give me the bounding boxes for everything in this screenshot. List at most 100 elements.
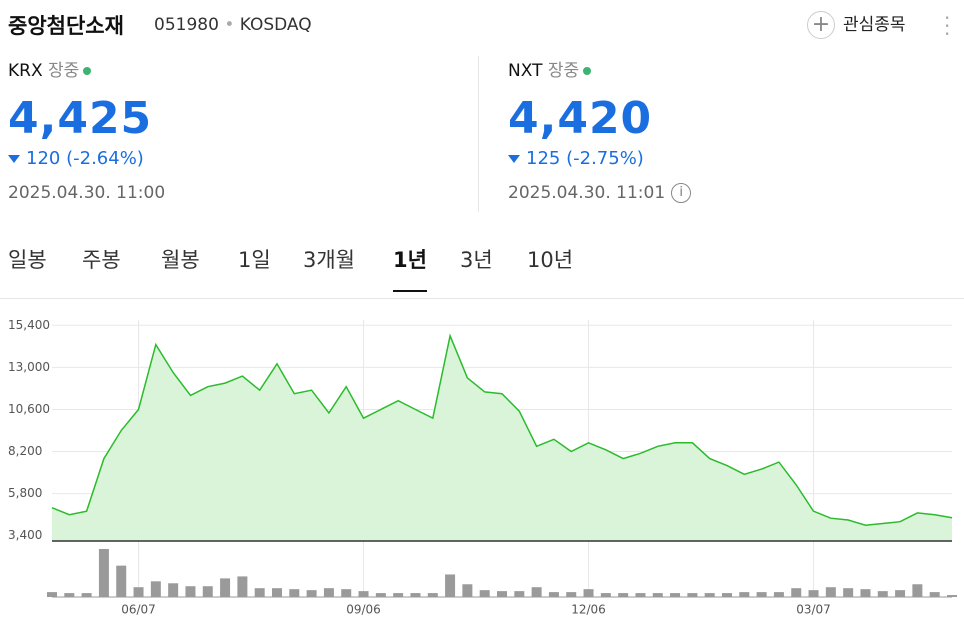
- x-tick-label: 03/07: [796, 603, 831, 617]
- volume-bar: [202, 586, 213, 597]
- y-tick-label: 3,400: [8, 528, 42, 542]
- time: 2025.04.30. 11:01: [508, 183, 666, 203]
- volume-bar: [583, 589, 594, 597]
- period-tab[interactable]: 일봉: [8, 248, 47, 272]
- volume-bar: [670, 593, 681, 597]
- volume-bar: [341, 589, 352, 597]
- volume-bar: [168, 583, 179, 597]
- change: 120: [26, 148, 61, 169]
- volume-bar: [445, 574, 456, 597]
- volume-bar: [462, 584, 473, 597]
- volume-bar: [150, 581, 161, 597]
- price: 4,425: [8, 93, 153, 144]
- volume-bar: [825, 587, 836, 597]
- change: 125: [526, 148, 561, 169]
- quote: NXT 장중 4,420 125 (-2.75%) 2025.04.30. 11:01…: [508, 56, 948, 216]
- volume-bar: [947, 595, 957, 597]
- volume-bar: [687, 593, 698, 597]
- period-tab[interactable]: 3년: [460, 248, 493, 272]
- period-tabs: 일봉 주봉 월봉 1일 3개월 1년 3년 10년: [0, 244, 964, 299]
- x-tick-label: 09/06: [346, 603, 381, 617]
- volume-bar: [514, 591, 525, 597]
- volume-bar: [912, 584, 923, 597]
- divider: [478, 56, 479, 212]
- venue-line: KRX 장중: [8, 56, 448, 81]
- venue: KRX: [8, 61, 43, 81]
- venue-line: NXT 장중: [508, 56, 948, 81]
- volume-bar: [81, 593, 92, 597]
- volume-bar: [704, 593, 715, 597]
- y-tick-label: 8,200: [8, 444, 42, 458]
- price: 4,420: [508, 93, 653, 144]
- time: 2025.04.30. 11:00: [8, 183, 166, 203]
- status-dot: [583, 67, 592, 75]
- volume-bar: [427, 593, 438, 597]
- volume-bar: [843, 588, 854, 597]
- time-line: 2025.04.30. 11:01 i: [508, 183, 948, 203]
- y-tick-label: 13,000: [8, 360, 50, 374]
- info-icon[interactable]: i: [671, 183, 692, 203]
- period-tab[interactable]: 3개월: [303, 248, 356, 272]
- volume-bar: [306, 590, 317, 597]
- change-line: 120 (-2.64%): [8, 148, 448, 169]
- volume-bar: [220, 578, 231, 597]
- change-line: 125 (-2.75%): [508, 148, 948, 169]
- volume-bar: [237, 576, 248, 597]
- y-tick-label: 15,400: [8, 318, 50, 332]
- stock-name: 중앙첨단소재: [8, 14, 124, 38]
- status-dot: [83, 67, 92, 75]
- down-icon: [508, 155, 520, 163]
- volume-bar: [860, 589, 871, 597]
- volume-bar: [791, 588, 802, 597]
- change-pct: (-2.64%): [66, 148, 144, 169]
- volume-bar: [929, 592, 940, 597]
- price-area: [52, 335, 952, 541]
- volume-bar: [64, 593, 75, 597]
- down-icon: [8, 155, 20, 163]
- volume-bar: [739, 592, 750, 597]
- volume-bar: [722, 593, 732, 597]
- volume-bar: [323, 588, 334, 597]
- y-tick-label: 5,800: [8, 486, 42, 500]
- volume-bar: [497, 591, 507, 597]
- y-tick-label: 10,600: [8, 402, 50, 416]
- volume-bar: [756, 592, 767, 597]
- volume-bar: [393, 593, 404, 597]
- x-tick-label: 06/07: [121, 603, 156, 617]
- volume-bar: [272, 588, 282, 597]
- volume-bar: [548, 592, 559, 597]
- watch-label[interactable]: 관심종목: [843, 15, 906, 35]
- period-tab[interactable]: 1일: [238, 248, 271, 272]
- volume-bar: [358, 591, 369, 597]
- volume-bar: [877, 591, 888, 597]
- venue: NXT: [508, 61, 543, 81]
- period-tab[interactable]: 주봉: [82, 248, 121, 272]
- period-tab[interactable]: 1년: [393, 244, 427, 292]
- price-line: [51, 333, 953, 526]
- x-tick-label: 12/06: [571, 603, 606, 617]
- volume-bar: [618, 593, 629, 597]
- volume-bar: [98, 548, 109, 597]
- volume-bar: [185, 586, 196, 597]
- time-line: 2025.04.30. 11:00: [8, 183, 448, 203]
- volume-bar: [652, 593, 663, 597]
- volume-bar: [566, 592, 577, 597]
- volume-bar: [531, 587, 542, 597]
- volume-bar: [410, 593, 421, 597]
- volume-bar: [479, 590, 490, 597]
- watch-button[interactable]: + 관심종목: [807, 10, 906, 39]
- code: 051980: [154, 15, 219, 35]
- market: KOSDAQ: [239, 15, 312, 35]
- volume-bar: [375, 593, 386, 597]
- more-menu[interactable]: · · ·: [944, 6, 951, 46]
- volume-bar: [895, 590, 906, 597]
- volume-bar: [600, 593, 611, 597]
- period-tab[interactable]: 10년: [527, 248, 574, 272]
- status: 장중: [48, 61, 80, 81]
- volume-bar: [635, 593, 646, 597]
- volume-bar: [808, 590, 819, 597]
- volume-bar: [289, 589, 300, 597]
- period-tab[interactable]: 월봉: [161, 248, 200, 272]
